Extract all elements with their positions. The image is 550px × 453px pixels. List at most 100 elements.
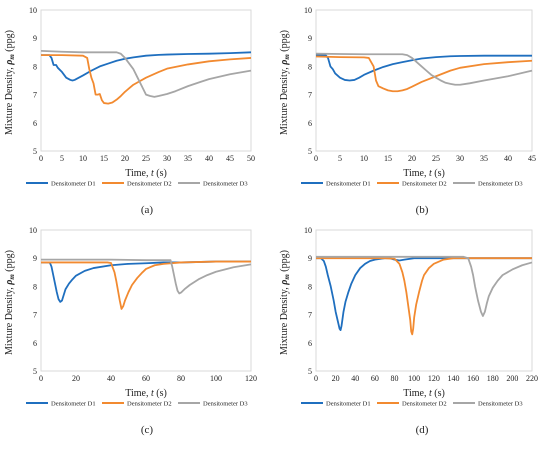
legend-item-d3: Densitometer D3 <box>453 180 523 187</box>
plot-area-frame <box>315 9 533 152</box>
y-tick-label: 5 <box>33 147 37 156</box>
x-tick-label: 0 <box>39 154 43 163</box>
x-tick-label: 180 <box>487 374 499 383</box>
legend-item-d3: Densitometer D3 <box>453 400 523 407</box>
legend-label: Densitometer D1 <box>326 180 371 187</box>
x-tick-label: 40 <box>351 374 359 383</box>
y-tick-label: 6 <box>33 339 37 348</box>
y-tick-label: 6 <box>308 339 312 348</box>
x-tick-label: 80 <box>391 374 399 383</box>
y-tick-label: 6 <box>308 119 312 128</box>
series-line-d1 <box>41 51 252 82</box>
legend-label: Densitometer D2 <box>127 400 172 407</box>
legend-item-d1: Densitometer D1 <box>26 400 96 407</box>
y-axis-title: Mixture Density, ρm (ppg) <box>279 30 291 135</box>
y-axis-title: Mixture Density, ρm (ppg) <box>4 30 16 135</box>
y-tick-label: 7 <box>308 311 312 320</box>
x-tick-label: 5 <box>60 154 64 163</box>
y-tick-label: 5 <box>308 367 312 376</box>
y-tick-label: 10 <box>29 226 37 235</box>
y-tick-label: 5 <box>308 147 312 156</box>
panel-label: (d) <box>416 424 429 436</box>
x-tick-label: 45 <box>226 154 234 163</box>
legend-item-d3: Densitometer D3 <box>178 400 248 407</box>
y-tick-label: 10 <box>304 6 312 15</box>
x-axis-title: Time, t (s) <box>403 168 445 179</box>
series-line-d1 <box>316 54 532 82</box>
series-line-d3 <box>316 255 533 317</box>
x-tick-label: 80 <box>177 374 185 383</box>
x-tick-label: 5 <box>338 154 342 163</box>
x-tick-label: 140 <box>447 374 459 383</box>
x-tick-label: 220 <box>526 374 538 383</box>
legend-label: Densitometer D2 <box>402 400 447 407</box>
y-axis-title: Mixture Density, ρm (ppg) <box>4 250 16 355</box>
legend-label: Densitometer D2 <box>127 180 172 187</box>
series-line-d1 <box>41 260 251 303</box>
x-axis-title: Time, t (s) <box>125 168 167 179</box>
x-tick-label: 120 <box>428 374 440 383</box>
y-tick-label: 8 <box>308 62 312 71</box>
x-tick-label: 100 <box>210 374 222 383</box>
x-tick-label: 20 <box>332 374 340 383</box>
x-tick-label: 40 <box>205 154 213 163</box>
series-line-d3 <box>41 258 252 295</box>
x-axis-title: Time, t (s) <box>403 388 445 399</box>
legend-label: Densitometer D3 <box>478 400 523 407</box>
y-axis-title: Mixture Density, ρm (ppg) <box>279 250 291 355</box>
x-tick-label: 60 <box>142 374 150 383</box>
x-tick-label: 20 <box>121 154 129 163</box>
legend-label: Densitometer D1 <box>51 180 96 187</box>
legend-item-d1: Densitometer D1 <box>26 180 96 187</box>
y-tick-label: 9 <box>308 34 312 43</box>
series-line-d3 <box>40 49 252 98</box>
x-tick-label: 120 <box>245 374 257 383</box>
series-line-d2 <box>41 54 252 105</box>
series-line-d1 <box>316 257 532 332</box>
y-tick-label: 7 <box>308 91 312 100</box>
x-tick-label: 45 <box>528 154 536 163</box>
y-tick-label: 7 <box>33 91 37 100</box>
legend-label: Densitometer D1 <box>51 400 96 407</box>
legend-label: Densitometer D1 <box>326 400 371 407</box>
x-tick-label: 0 <box>314 154 318 163</box>
y-tick-label: 5 <box>33 367 37 376</box>
plot-area-frame <box>40 9 252 152</box>
legend-label: Densitometer D3 <box>203 400 248 407</box>
legend-item-d3: Densitometer D3 <box>178 180 248 187</box>
x-tick-label: 40 <box>107 374 115 383</box>
x-tick-label: 15 <box>384 154 392 163</box>
x-tick-label: 10 <box>79 154 87 163</box>
legend-item-d2: Densitometer D2 <box>102 180 172 187</box>
y-tick-label: 10 <box>304 226 312 235</box>
y-tick-label: 6 <box>33 119 37 128</box>
x-tick-label: 20 <box>72 374 80 383</box>
y-tick-label: 10 <box>29 6 37 15</box>
plot-area-frame <box>315 229 533 372</box>
x-tick-label: 30 <box>456 154 464 163</box>
x-tick-label: 40 <box>504 154 512 163</box>
y-tick-label: 9 <box>33 254 37 263</box>
panel-label: (b) <box>416 204 429 216</box>
plot-area-frame <box>40 229 252 372</box>
x-tick-label: 60 <box>371 374 379 383</box>
series-line-d2 <box>41 260 251 310</box>
y-tick-label: 8 <box>33 282 37 291</box>
x-tick-label: 35 <box>184 154 192 163</box>
series-line-d2 <box>315 55 533 93</box>
x-tick-label: 35 <box>480 154 488 163</box>
x-tick-label: 100 <box>408 374 420 383</box>
panel-label: (a) <box>141 204 154 216</box>
x-tick-label: 25 <box>142 154 150 163</box>
legend-item-d2: Densitometer D2 <box>377 400 447 407</box>
x-tick-label: 15 <box>100 154 108 163</box>
panel-label: (c) <box>141 424 154 436</box>
y-tick-label: 9 <box>308 254 312 263</box>
legend-label: Densitometer D2 <box>402 180 447 187</box>
x-tick-label: 200 <box>506 374 518 383</box>
x-tick-label: 25 <box>432 154 440 163</box>
